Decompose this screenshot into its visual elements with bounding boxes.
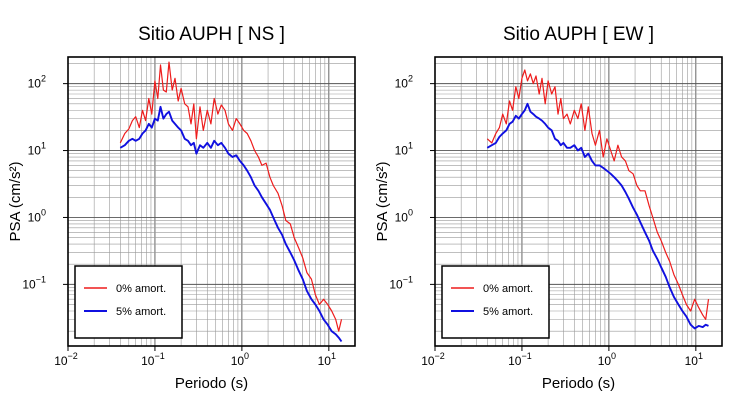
x-tick-label: 10−2 [421,351,445,368]
y-axis-label: PSA (cm/s²) [7,161,24,241]
legend: 0% amort. 5% amort. [74,265,183,339]
x-tick-label: 100 [231,351,249,368]
legend-label: 0% amort. [483,283,533,295]
legend-label: 0% amort. [116,283,166,295]
x-axis-label: Periodo (s) [175,375,248,392]
y-tick-label: 100 [395,207,413,224]
y-axis-label: PSA (cm/s²) [374,161,391,241]
plot-frame [434,56,723,347]
series-line-red [486,69,710,320]
y-tick-label: 100 [28,207,46,224]
x-axis-label: Periodo (s) [542,375,615,392]
legend-box [74,265,183,339]
y-tick-label: 102 [28,74,46,91]
y-tick-label: 101 [395,141,413,158]
chart-panel-1: 10−2 10−1 100 101 10−1 100 101 102 Sitio AUPH [ … [7,24,356,392]
series-lines [486,69,710,330]
legend: 0% amort. 5% amort. [441,265,550,339]
legend-label: 5% amort. [116,306,166,318]
series-line-blue [119,105,343,343]
chart-panel-2: 10−2 10−1 100 101 10−1 100 101 102 Sitio AUPH [ … [374,24,723,392]
grid [68,57,355,346]
plot-frame [67,56,356,347]
x-tick-label: 101 [685,351,703,368]
x-tick-label: 101 [318,351,336,368]
series-line-blue [486,102,709,330]
chart-title: Sitio AUPH [ NS ] [138,24,285,45]
x-tick-label: 100 [598,351,616,368]
series-lines [119,61,343,343]
y-tick-label: 102 [395,74,413,91]
x-tick-label: 10−2 [54,351,78,368]
x-tick-label: 10−1 [508,351,532,368]
y-tick-label: 101 [28,141,46,158]
series-line-red [119,61,343,332]
legend-label: 5% amort. [483,306,533,318]
y-tick-label: 10−1 [389,274,413,291]
y-tick-label: 10−1 [22,274,46,291]
chart-title: Sitio AUPH [ EW ] [503,24,654,45]
legend-box [441,265,550,339]
x-tick-label: 10−1 [141,351,165,368]
